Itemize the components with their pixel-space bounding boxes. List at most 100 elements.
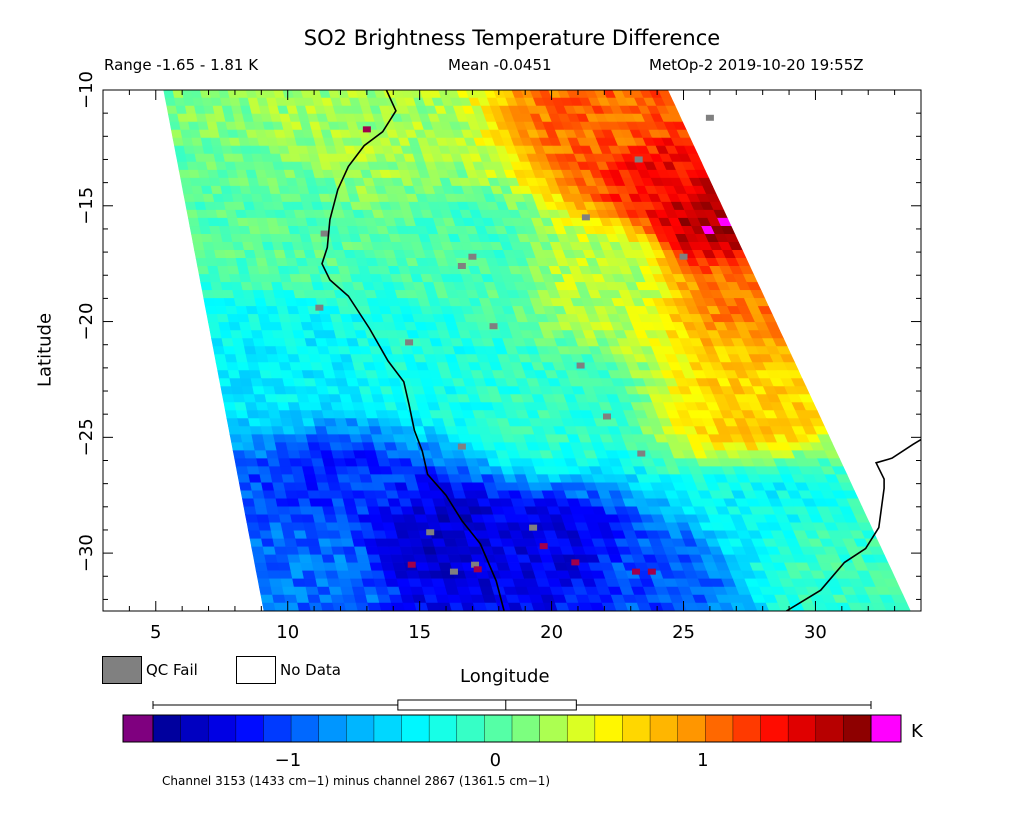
heatmap-cell [330, 594, 345, 604]
colorbar-segment [153, 715, 182, 742]
colorbar-segment [484, 715, 513, 742]
heatmap-cell [278, 410, 293, 419]
chart-title: SO2 Brightness Temperature Difference [303, 26, 721, 50]
heatmap-cell [260, 594, 275, 604]
colorbar-segment [650, 715, 679, 742]
heatmap-cell [243, 450, 257, 460]
colorbar-segment [677, 715, 706, 742]
heatmap-cell [348, 570, 363, 580]
y-axis-label: Latitude [34, 312, 56, 388]
x-tick-label: 25 [672, 622, 695, 643]
heatmap-cell [350, 482, 364, 492]
heatmap-cell [346, 562, 361, 572]
heatmap-cell [398, 586, 413, 596]
heatmap-cell [235, 466, 250, 476]
heatmap-cell [198, 274, 212, 283]
qc-fail-pixel [489, 323, 498, 330]
heatmap-cell [223, 402, 237, 411]
colorbar-segment [456, 715, 485, 742]
heatmap-cell [269, 522, 283, 532]
heatmap-cell [275, 394, 289, 403]
heatmap-cell [314, 474, 329, 484]
heatmap-cell [329, 538, 344, 548]
heatmap-cell [266, 402, 280, 411]
heatmap-cell [272, 482, 286, 492]
heatmap-cell [228, 426, 242, 436]
heatmap-cell [231, 442, 245, 452]
heatmap-cell [305, 482, 320, 492]
heatmap-cell [318, 594, 334, 604]
x-axis-label: Longitude [460, 666, 550, 687]
heatmap-cell [377, 594, 392, 604]
heatmap-cell [247, 314, 261, 323]
heatmap-cell [238, 426, 253, 436]
boxplot-box [397, 699, 577, 711]
heatmap-cell [300, 458, 314, 468]
range-label: Range -1.65 - 1.81 K [104, 56, 259, 74]
heatmap-cell [249, 370, 262, 379]
heatmap-cell [282, 426, 296, 436]
heatmap-cell [199, 177, 212, 187]
heatmap-cell [275, 554, 290, 564]
heatmap-cell [263, 442, 278, 452]
heatmap-cell [319, 546, 334, 556]
extreme-pixel [362, 126, 371, 133]
heatmap-cell [244, 298, 257, 307]
heatmap-cell [285, 546, 300, 556]
heatmap-cell [313, 466, 327, 476]
heatmap-cell [273, 490, 288, 500]
colorbar-segment [346, 715, 375, 742]
heatmap-cell [273, 386, 287, 395]
heatmap-cell [273, 434, 287, 444]
heatmap-cell [225, 257, 239, 267]
heatmap-cell [253, 394, 268, 403]
heatmap-cell [338, 578, 353, 588]
qc-fail-swatch [102, 656, 142, 684]
heatmap-cell [340, 538, 355, 548]
heatmap-cell [383, 570, 398, 580]
heatmap-cell [255, 570, 270, 580]
heatmap-cell [268, 362, 282, 371]
heatmap-cell [242, 498, 256, 508]
heatmap-cell [195, 257, 209, 267]
colorbar-segment [622, 715, 651, 742]
heatmap-cell [313, 570, 328, 580]
heatmap-cell [342, 594, 357, 604]
heatmap-cell [310, 554, 325, 564]
heatmap-cell [257, 522, 272, 532]
heatmap-cell [298, 450, 312, 460]
heatmap-cell [365, 546, 380, 556]
heatmap-cell [249, 274, 262, 283]
heatmap-cell [298, 554, 313, 564]
heatmap-cell [295, 538, 310, 548]
qc-fail-pixel [634, 156, 643, 163]
heatmap-cell [192, 242, 205, 251]
colorbar-segment [594, 715, 623, 742]
heatmap-cell [340, 586, 355, 596]
heatmap-cell [318, 490, 333, 500]
heatmap-cell [294, 386, 309, 395]
heatmap-cell [204, 201, 217, 211]
heatmap-cell [267, 570, 282, 580]
heatmap-cell [270, 474, 285, 484]
heatmap-cell [355, 602, 371, 611]
heatmap-cell [271, 426, 285, 436]
heatmap-cell [290, 570, 305, 580]
heatmap-cell [379, 554, 394, 564]
extreme-pixel [539, 543, 548, 550]
qc-fail-pixel [315, 304, 324, 311]
y-tick-label: −15 [76, 187, 97, 225]
heatmap-cell [279, 570, 293, 580]
heatmap-cell [299, 506, 314, 516]
colorbar-segment [291, 715, 320, 742]
y-tick-label: −30 [76, 534, 97, 572]
heatmap-cell [278, 458, 292, 468]
heatmap-cell [302, 570, 317, 580]
heatmap-cell [261, 378, 275, 387]
heatmap-cell [242, 290, 256, 299]
heatmap-cell [288, 506, 303, 516]
heatmap-cell [324, 466, 338, 476]
heatmap-cell [188, 217, 201, 227]
extreme-pixel [407, 561, 416, 568]
heatmap-cell [359, 570, 375, 580]
